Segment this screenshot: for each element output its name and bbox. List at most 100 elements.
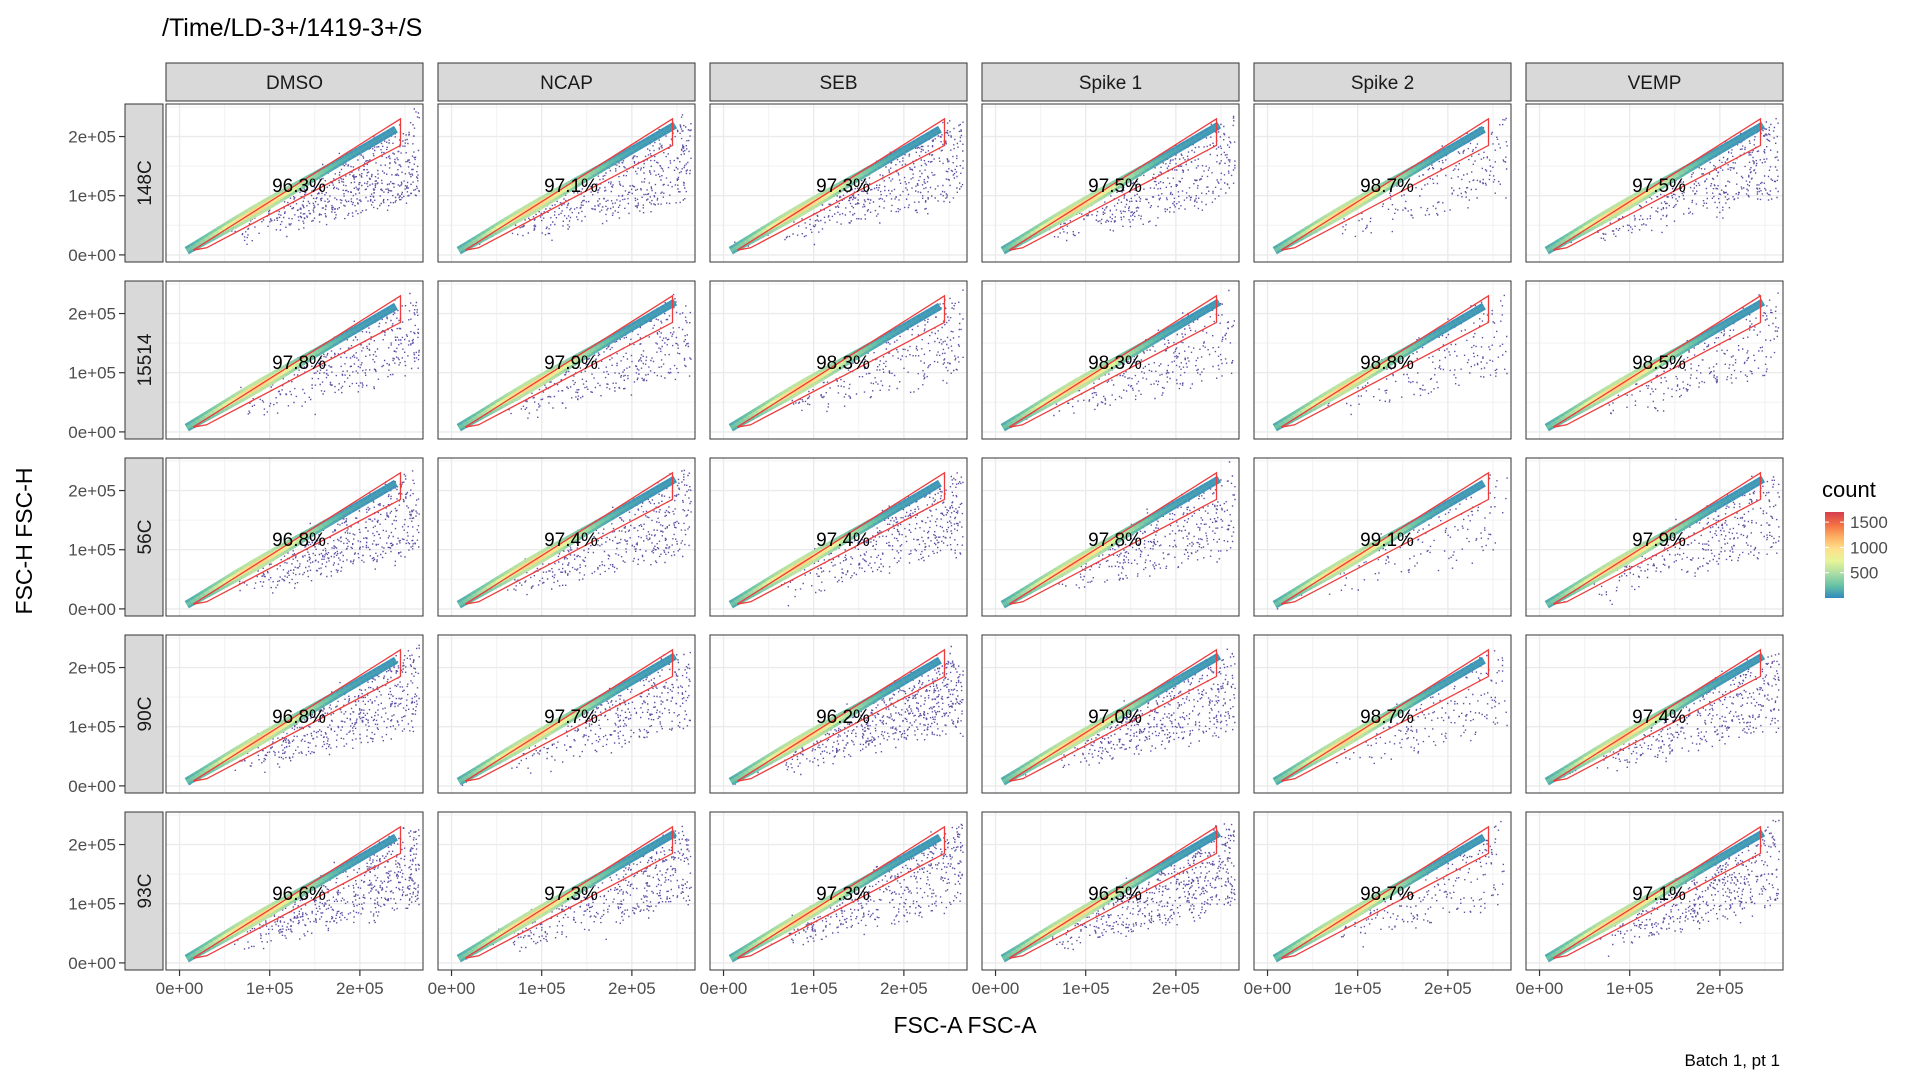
y-tick-label: 2e+05 — [68, 128, 116, 147]
color-legend: count 1500 1000 500 — [1822, 477, 1888, 598]
gate-polygon — [1280, 648, 1490, 782]
gate-percent-label: 97.1% — [544, 176, 598, 197]
facet-panel: 97.4% — [709, 457, 968, 617]
facet-row-strip: 90C — [124, 634, 164, 794]
gate-percent-label: 97.3% — [816, 884, 870, 905]
chart-title: /Time/LD-3+/1419-3+/S — [162, 14, 422, 42]
gate-polygon — [736, 825, 946, 959]
gate-polygon — [736, 648, 946, 782]
gate-percent-label: 97.8% — [272, 353, 326, 374]
x-tick-label: 0e+00 — [428, 979, 476, 998]
facet-col-label: VEMP — [1628, 73, 1682, 94]
x-tick-label: 1e+05 — [1606, 979, 1654, 998]
scatter-events — [473, 293, 692, 423]
x-tick-label: 1e+05 — [246, 979, 294, 998]
x-tick-label: 1e+05 — [1062, 979, 1110, 998]
gate-polygon — [1008, 117, 1218, 251]
scatter-events — [735, 472, 964, 607]
gate-polygon — [464, 648, 674, 782]
gate-percent-label: 98.7% — [1360, 707, 1414, 728]
facet-panel: 97.3% — [709, 811, 968, 971]
facet-col-strip: SEB — [709, 62, 968, 102]
x-tick-label: 2e+05 — [336, 979, 384, 998]
facet-panel: 96.2% — [709, 634, 968, 794]
y-tick-label: 1e+05 — [68, 718, 116, 737]
facet-panel: 97.3% — [709, 103, 968, 263]
x-tick-label: 1e+05 — [790, 979, 838, 998]
gate-polygon — [736, 294, 946, 428]
y-tick-label: 0e+00 — [68, 777, 116, 796]
facet-panel: 97.1% — [437, 103, 696, 263]
gate-polygon — [1552, 825, 1762, 959]
y-tick-label: 0e+00 — [68, 600, 116, 619]
gate-percent-label: 97.4% — [544, 530, 598, 551]
facet-row-label: 56C — [135, 520, 156, 555]
gate-polygon — [464, 294, 674, 428]
gate-polygon — [1552, 471, 1762, 605]
gate-polygon — [736, 117, 946, 251]
y-tick-label: 1e+05 — [68, 187, 116, 206]
facet-col-label: SEB — [819, 73, 857, 94]
y-tick-label: 1e+05 — [68, 541, 116, 560]
caption: Batch 1, pt 1 — [1685, 1051, 1780, 1070]
x-tick-label: 2e+05 — [880, 979, 928, 998]
gate-polygon — [192, 648, 402, 782]
gate-percent-label: 98.5% — [1632, 353, 1686, 374]
facet-panel: 97.7% — [437, 634, 696, 794]
x-axis-label: FSC-A FSC-A — [893, 1012, 1037, 1038]
scatter-events — [1554, 819, 1780, 957]
gate-percent-label: 97.3% — [544, 884, 598, 905]
y-tick-label: 0e+00 — [68, 246, 116, 265]
facet-panel: 97.0% — [981, 634, 1240, 794]
x-tick-label: 0e+00 — [156, 979, 204, 998]
facet-panel: 97.9% — [1525, 457, 1784, 617]
gate-polygon — [1008, 825, 1218, 959]
facet-row-strip: 148C — [124, 103, 164, 263]
y-tick-label: 0e+00 — [68, 423, 116, 442]
gate-polygon — [1552, 648, 1762, 782]
gate-polygon — [192, 294, 402, 428]
facet-panel: 96.3% — [165, 103, 424, 263]
legend-label: 1000 — [1850, 538, 1888, 557]
gate-percent-label: 97.9% — [544, 353, 598, 374]
gate-polygon — [464, 471, 674, 605]
gate-percent-label: 97.0% — [1088, 707, 1142, 728]
gate-polygon — [1280, 294, 1490, 428]
gate-polygon — [736, 471, 946, 605]
legend-label: 1500 — [1850, 513, 1888, 532]
gate-percent-label: 98.3% — [1088, 353, 1142, 374]
gate-percent-label: 99.1% — [1360, 530, 1414, 551]
gate-percent-label: 96.3% — [272, 176, 326, 197]
x-tick-label: 2e+05 — [1696, 979, 1744, 998]
facet-row-label: 90C — [135, 697, 156, 732]
facet-col-label: NCAP — [540, 73, 593, 94]
facet-panel: 98.8% — [1253, 280, 1512, 440]
gate-percent-label: 96.6% — [272, 884, 326, 905]
facet-row-strip: 56C — [124, 457, 164, 617]
facet-grid: DMSO NCAP SEB Spike 1 Spike 2 VEMP 148C 15514 56… — [124, 62, 1784, 971]
x-tick-label: 2e+05 — [1152, 979, 1200, 998]
gate-polygon — [1280, 471, 1490, 605]
gate-polygon — [1280, 825, 1490, 959]
scatter-events — [1007, 115, 1236, 247]
facet-panel: 98.7% — [1253, 634, 1512, 794]
facet-col-label: Spike 1 — [1079, 73, 1142, 94]
facet-col-strip: VEMP — [1525, 62, 1784, 102]
gate-polygon — [464, 825, 674, 959]
y-tick-label: 2e+05 — [68, 482, 116, 501]
gate-percent-label: 98.7% — [1360, 176, 1414, 197]
gate-percent-label: 97.4% — [1632, 707, 1686, 728]
facet-panel: 96.8% — [165, 634, 424, 794]
gate-percent-label: 96.2% — [816, 707, 870, 728]
facet-row-strip: 15514 — [124, 280, 164, 440]
gate-polygon — [192, 825, 402, 959]
facet-panel: 97.8% — [165, 280, 424, 440]
y-tick-label: 1e+05 — [68, 364, 116, 383]
gate-percent-label: 96.8% — [272, 530, 326, 551]
facet-row-label: 15514 — [135, 333, 156, 386]
facet-panel: 97.1% — [1525, 811, 1784, 971]
facet-col-label: DMSO — [266, 73, 323, 94]
facet-col-strip: Spike 2 — [1253, 62, 1512, 102]
gate-percent-label: 96.5% — [1088, 884, 1142, 905]
